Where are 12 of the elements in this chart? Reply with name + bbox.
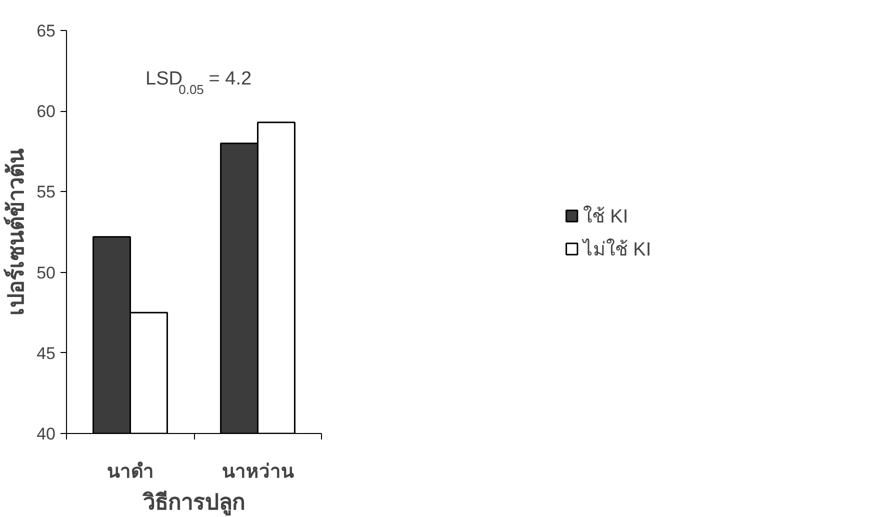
y-tick-label: 65: [36, 22, 56, 40]
y-tick-label: 50: [36, 263, 56, 282]
legend-label: ไม่ใช้ KI: [582, 238, 652, 262]
legend-label: ใช้ KI: [582, 204, 628, 229]
y-axis-title: เปอร์เซนต์ข้าวต้น: [4, 148, 29, 316]
y-tick-label: 40: [36, 424, 56, 444]
y-tick-label: 45: [36, 344, 56, 363]
y-tick-label: 60: [36, 102, 56, 122]
y-tick-label: 55: [36, 182, 56, 202]
x-axis-title: วิธีการปลูก: [142, 490, 245, 516]
x-tick-label: นาดำ: [106, 462, 154, 482]
x-tick-label: นาหว่าน: [222, 462, 294, 482]
